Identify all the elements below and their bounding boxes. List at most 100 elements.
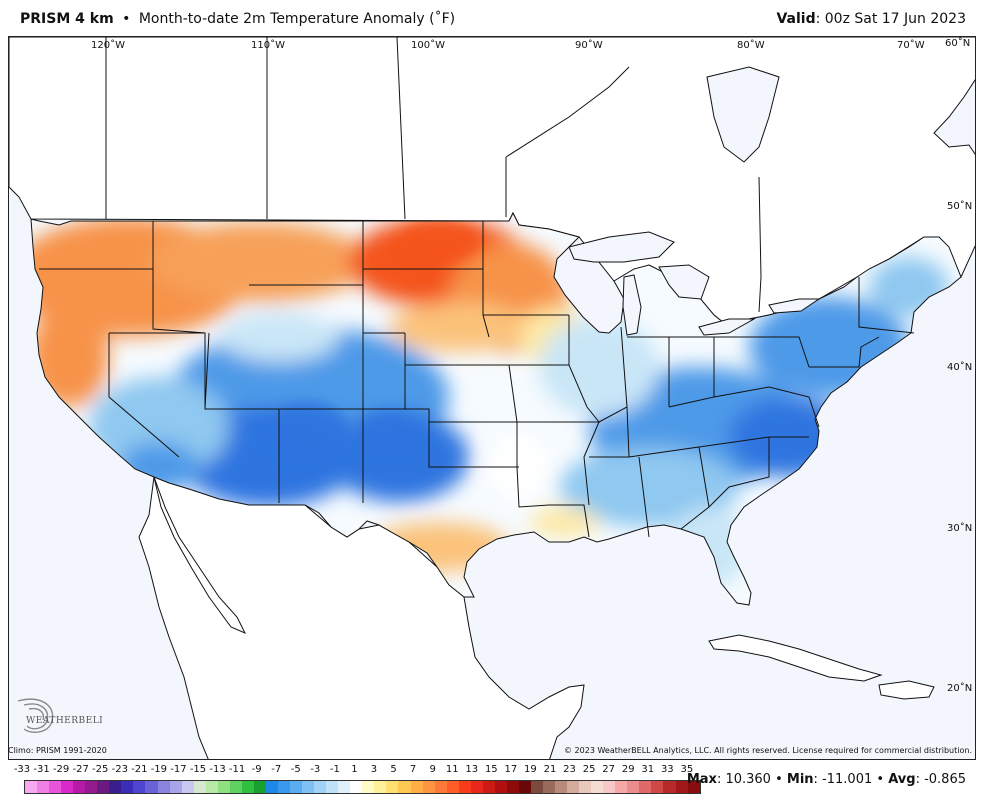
legend-swatch bbox=[217, 781, 230, 793]
lon-label-70w: 70˚W bbox=[897, 39, 925, 51]
min-label: Min bbox=[786, 772, 814, 787]
legend-swatch bbox=[434, 781, 447, 793]
lon-label-110w: 110˚W bbox=[251, 39, 285, 51]
legend-tick-label: 35 bbox=[680, 764, 694, 775]
longitude-labels: 120˚W 110˚W 100˚W 90˚W 80˚W 70˚W 60˚N bbox=[91, 37, 970, 51]
lat-label-60n: 60˚N bbox=[945, 37, 970, 49]
copyright-note: © 2023 WeatherBELL Analytics, LLC. All r… bbox=[564, 746, 972, 755]
lon-label-80w: 80˚W bbox=[737, 39, 765, 51]
legend-tick-label: 27 bbox=[602, 764, 616, 775]
legend-swatch bbox=[157, 781, 170, 793]
legend-tick-label: 5 bbox=[390, 764, 397, 775]
color-legend: -33 -31 -29 -27 -25 -23 -21 -19 -17 -15 -13 -11 -9 -7… bbox=[8, 764, 708, 804]
legend-tick-label: -27 bbox=[72, 764, 89, 775]
legend-swatch bbox=[253, 781, 266, 793]
legend-swatch bbox=[265, 781, 278, 793]
product-description: Month-to-date 2m Temperature Anomaly (˚F… bbox=[138, 11, 456, 27]
min-value: : -11.001 bbox=[813, 772, 873, 787]
legend-swatch bbox=[458, 781, 471, 793]
legend-swatch bbox=[675, 781, 688, 793]
legend-swatch bbox=[121, 781, 134, 793]
legend-swatch bbox=[97, 781, 110, 793]
max-label: Max bbox=[686, 772, 717, 787]
legend-tick-label: -29 bbox=[52, 764, 70, 775]
legend-tick-label: -23 bbox=[111, 764, 128, 775]
legend-swatch bbox=[326, 781, 339, 793]
legend-swatch bbox=[350, 781, 363, 793]
legend-tick-label: -1 bbox=[329, 764, 340, 775]
legend-swatch bbox=[229, 781, 242, 793]
legend-swatch bbox=[530, 781, 544, 793]
legend-swatch bbox=[37, 781, 50, 793]
legend-tick-label: -5 bbox=[290, 764, 301, 775]
max-value: : 10.360 bbox=[716, 772, 771, 787]
legend-swatch bbox=[374, 781, 387, 793]
legend-swatch bbox=[73, 781, 86, 793]
map-panel: 120˚W 110˚W 100˚W 90˚W 80˚W 70˚W 60˚N 50… bbox=[8, 36, 976, 760]
legend-swatch bbox=[567, 781, 580, 793]
stats-sep-2: • bbox=[872, 772, 889, 787]
legend-swatch bbox=[579, 781, 592, 793]
lon-label-120w: 120˚W bbox=[91, 39, 125, 51]
cuba-island bbox=[708, 634, 883, 682]
legend-swatch bbox=[398, 781, 411, 793]
legend-swatch bbox=[145, 781, 158, 793]
legend-tick-label: 1 bbox=[351, 764, 358, 775]
legend-swatch bbox=[302, 781, 315, 793]
legend-tick-label: 9 bbox=[429, 764, 436, 775]
legend-colorbar bbox=[24, 780, 701, 794]
legend-tick-label: 11 bbox=[445, 764, 459, 775]
anomaly-map: 120˚W 110˚W 100˚W 90˚W 80˚W 70˚W 60˚N 50… bbox=[9, 37, 975, 759]
legend-tick-label: -15 bbox=[189, 764, 207, 775]
lat-label-30n: 30˚N bbox=[947, 522, 972, 534]
legend-swatch bbox=[603, 781, 616, 793]
legend-swatch bbox=[446, 781, 459, 793]
legend-swatch bbox=[470, 781, 483, 793]
legend-swatch bbox=[543, 781, 556, 793]
stats-summary: Max: 10.360 • Min: -11.001 • Avg: -0.865 bbox=[687, 772, 966, 787]
legend-swatch bbox=[314, 781, 327, 793]
legend-tick-label: 31 bbox=[641, 764, 655, 775]
legend-swatch bbox=[290, 781, 303, 793]
weatherbell-logo: WEATHERBELL bbox=[17, 698, 102, 733]
legend-swatch bbox=[133, 781, 146, 793]
legend-swatch bbox=[277, 781, 291, 793]
legend-swatch bbox=[627, 781, 640, 793]
climo-note: Climo: PRISM 1991-2020 bbox=[8, 746, 107, 755]
legend-tick-label: 29 bbox=[621, 764, 635, 775]
legend-tick-label: -11 bbox=[228, 764, 246, 775]
legend-tick-label: 13 bbox=[465, 764, 479, 775]
legend-swatch bbox=[241, 781, 254, 793]
legend-tick-label: 3 bbox=[370, 764, 378, 775]
legend-swatch bbox=[181, 781, 194, 793]
legend-swatch bbox=[651, 781, 664, 793]
valid-value: : 00z Sat 17 Jun 2023 bbox=[815, 11, 966, 27]
legend-labels: -33 -31 -29 -27 -25 -23 -21 -19 -17 -15 -13 -11 -9 -7… bbox=[8, 764, 708, 778]
legend-tick-label: -3 bbox=[310, 764, 321, 775]
legend-tick-label: -33 bbox=[13, 764, 31, 775]
map-title: PRISM 4 km • Month-to-date 2m Temperatur… bbox=[20, 11, 455, 27]
product-name: PRISM 4 km bbox=[20, 11, 114, 27]
legend-tick-label: 23 bbox=[563, 764, 576, 775]
legend-swatch bbox=[591, 781, 604, 793]
lon-label-100w: 100˚W bbox=[411, 39, 445, 51]
legend-swatch bbox=[518, 781, 531, 793]
lat-label-50n: 50˚N bbox=[947, 200, 972, 212]
us-state-boundaries bbox=[30, 212, 962, 606]
legend-tick-label: 7 bbox=[409, 764, 417, 775]
logo-text: WEATHERBELL bbox=[26, 716, 102, 726]
baja-peninsula bbox=[153, 476, 247, 634]
legend-tick-label: -13 bbox=[209, 764, 226, 775]
legend-swatch bbox=[362, 781, 375, 793]
title-bullet: • bbox=[122, 11, 131, 27]
legend-tick-label: 19 bbox=[524, 764, 537, 775]
legend-swatch bbox=[49, 781, 62, 793]
legend-swatch bbox=[61, 781, 74, 793]
legend-swatch bbox=[338, 781, 351, 793]
legend-tick-label: -21 bbox=[131, 764, 148, 775]
legend-swatch bbox=[169, 781, 182, 793]
hudson-bay bbox=[706, 66, 780, 163]
lat-label-40n: 40˚N bbox=[947, 361, 972, 373]
legend-tick-label: -31 bbox=[33, 764, 50, 775]
legend-tick-label: 21 bbox=[543, 764, 557, 775]
